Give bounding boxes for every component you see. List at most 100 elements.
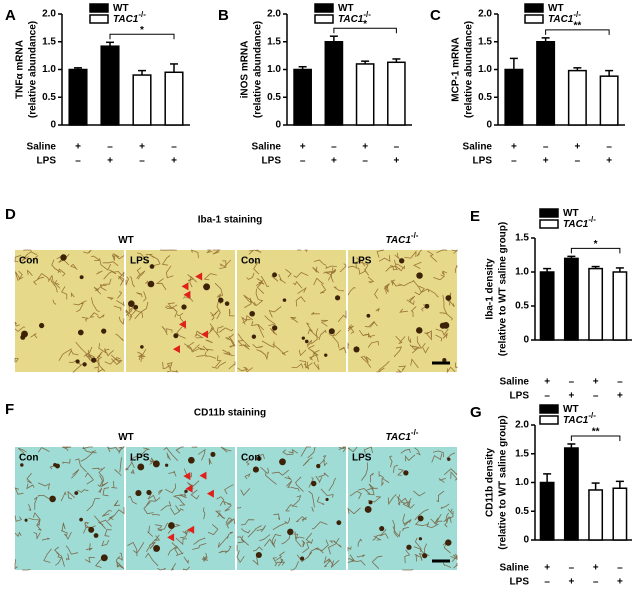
bar	[588, 267, 604, 341]
y-tick-label: 1.5	[478, 36, 492, 47]
arrowhead	[178, 320, 186, 329]
panel-label: C	[430, 7, 441, 24]
micrograph-tile	[348, 250, 457, 372]
y-axis-label: MCP-1 mRNA	[451, 37, 462, 101]
cell-body	[77, 329, 84, 336]
legend-swatch	[524, 3, 544, 13]
cell-body	[60, 254, 67, 261]
tile-label: Con	[19, 453, 38, 464]
y-tick-label: 1.0	[42, 64, 56, 75]
condition-sign: +	[544, 563, 550, 574]
cell-body	[304, 339, 309, 344]
cell-body	[272, 272, 277, 278]
label-text: TAC1	[563, 219, 589, 230]
cell-processes	[125, 446, 236, 571]
cell-body	[445, 295, 452, 301]
significance-label: **	[573, 21, 581, 32]
cell-body	[82, 362, 87, 367]
micrograph-tile	[15, 447, 124, 570]
label-text: WT	[338, 3, 354, 14]
condition-label: LPS	[510, 391, 530, 402]
cell-body	[49, 495, 56, 503]
cell-body	[256, 456, 262, 462]
label-superscript: -/-	[363, 10, 371, 19]
y-tick-label: 1.0	[515, 477, 529, 488]
condition-sign: –	[617, 377, 623, 388]
condition-sign: –	[300, 156, 306, 167]
y-tick-label: 1.5	[42, 36, 56, 47]
cell-body	[406, 544, 412, 550]
y-tick-label: 0.5	[515, 301, 529, 312]
label-superscript: -/-	[588, 215, 596, 224]
y-axis-label: (relative abundance)	[253, 21, 264, 118]
legend-label: TAC1-/-	[113, 10, 146, 25]
cell-body	[218, 297, 224, 303]
arrowhead	[183, 472, 191, 481]
condition-label: Saline	[27, 142, 57, 153]
condition-sign: –	[394, 142, 400, 153]
significance-label: *	[140, 25, 144, 36]
significance-bracket	[333, 27, 397, 34]
group-label: WT	[118, 235, 134, 246]
y-tick-label: 1.5	[515, 233, 529, 244]
cell-body	[447, 457, 451, 461]
bar	[536, 41, 556, 126]
condition-sign: –	[569, 377, 575, 388]
significance-bracket	[570, 247, 621, 254]
cell-body	[173, 333, 179, 339]
arrowhead	[167, 533, 175, 542]
label-superscript: -/-	[411, 231, 419, 240]
condition-sign: +	[107, 156, 113, 167]
condition-sign: –	[139, 156, 145, 167]
condition-sign: –	[75, 156, 81, 167]
cell-body	[135, 490, 142, 497]
cell-body	[24, 518, 28, 522]
legend-label: WT	[338, 3, 354, 14]
y-axis-label: iNOS mRNA	[240, 41, 251, 99]
condition-sign: +	[593, 563, 599, 574]
condition-sign: –	[107, 142, 113, 153]
legend-label: TAC1-/-	[548, 10, 581, 25]
bar	[164, 71, 184, 126]
significance-bracket	[109, 33, 175, 40]
legend-swatch	[314, 3, 334, 13]
y-tick-label: 0.5	[515, 506, 529, 517]
cell-body	[91, 357, 97, 363]
legend-swatch	[89, 3, 109, 13]
condition-sign: +	[543, 156, 549, 167]
bar	[504, 68, 524, 126]
y-axis-label: (relative to WT saline group)	[498, 415, 509, 549]
condition-sign: –	[593, 391, 599, 402]
cell-processes	[347, 446, 458, 571]
micrograph-title: Iba-1 staining	[198, 215, 262, 226]
bar	[567, 69, 587, 126]
group-label: WT	[118, 432, 134, 443]
cell-body	[249, 310, 255, 317]
cell-body	[53, 463, 57, 467]
y-tick-label: 1.0	[478, 64, 492, 75]
condition-sign: –	[544, 577, 550, 588]
condition-sign: +	[568, 577, 574, 588]
condition-label: Saline	[500, 377, 530, 388]
cell-body	[272, 325, 278, 331]
arrowhead	[185, 484, 193, 493]
label-text: WT	[563, 208, 579, 219]
cell-body	[184, 489, 188, 493]
cell-body	[152, 460, 160, 468]
bar	[132, 74, 152, 126]
y-tick-label: 1.5	[515, 448, 529, 459]
cell-body	[75, 359, 80, 364]
tile-label: Con	[241, 256, 260, 267]
condition-sign: –	[543, 142, 549, 153]
bar	[68, 68, 88, 126]
cell-body	[140, 345, 144, 349]
panel-label: G	[470, 404, 482, 421]
cell-processes	[14, 249, 125, 373]
cell-body	[146, 489, 152, 495]
cell-body	[287, 528, 294, 536]
cell-body	[353, 346, 360, 353]
cell-body	[366, 313, 371, 318]
cell-body	[128, 300, 135, 308]
bar	[293, 68, 312, 126]
cell-body	[398, 258, 405, 264]
